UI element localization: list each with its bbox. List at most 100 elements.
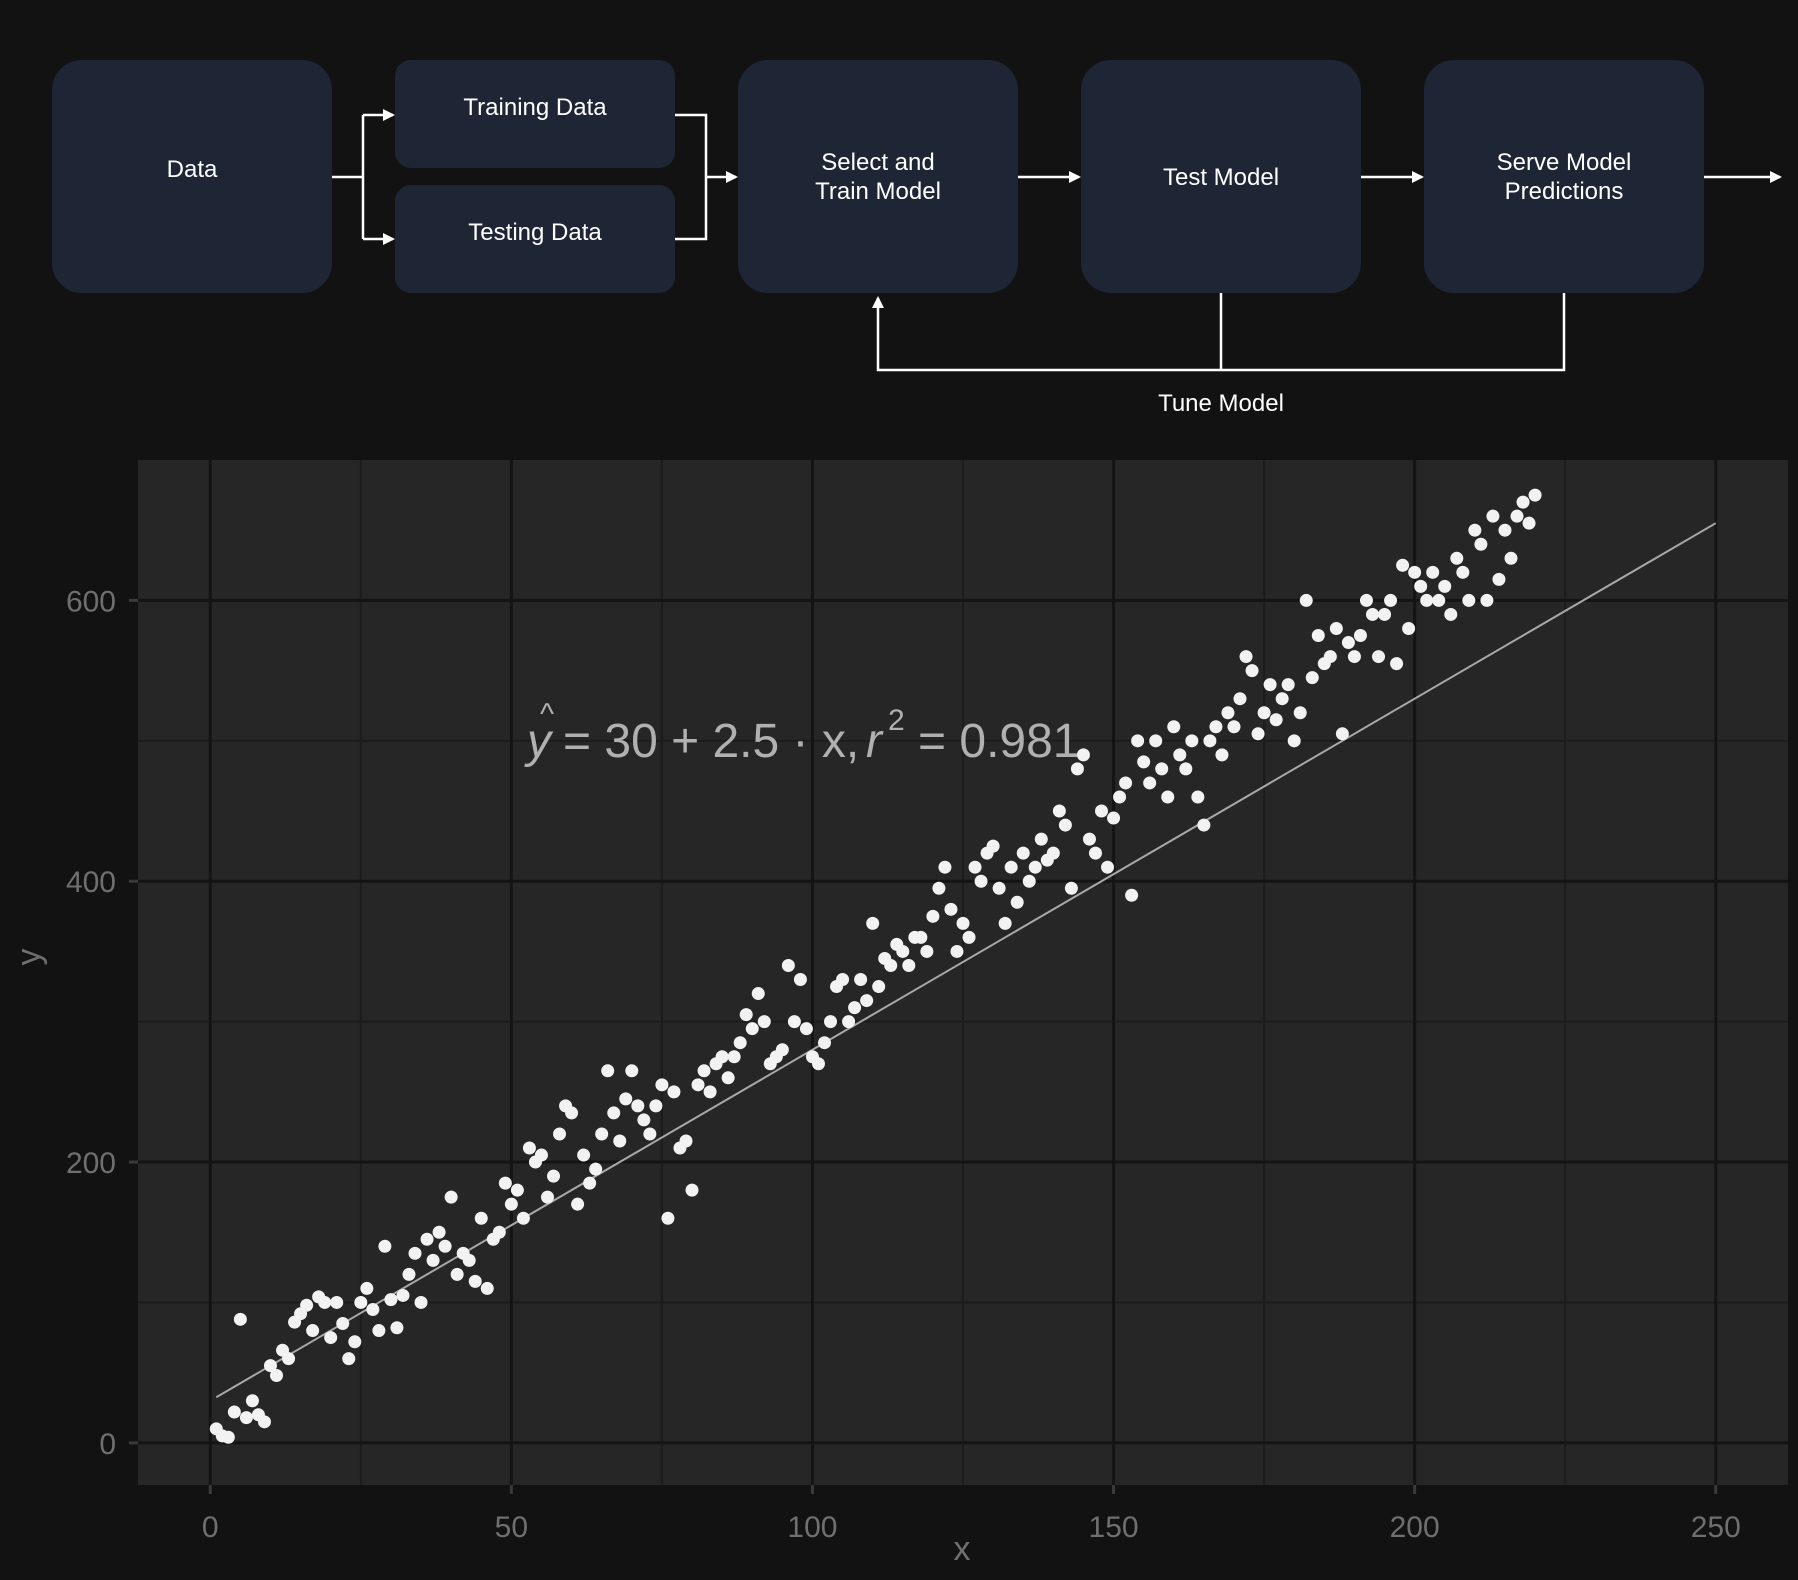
data-point (1311, 629, 1325, 643)
data-point (643, 1127, 657, 1141)
data-point (914, 930, 928, 944)
data-point (547, 1169, 561, 1183)
equation-lhs: = 30 + 2.5 · x, (563, 715, 859, 768)
data-point (613, 1134, 627, 1148)
x-tick-label: 0 (202, 1511, 219, 1544)
data-point (601, 1064, 615, 1078)
data-point (824, 1015, 838, 1029)
data-point (1287, 734, 1301, 748)
data-point (1504, 551, 1518, 565)
x-axis-title: x (954, 1530, 971, 1568)
data-point (1372, 650, 1386, 664)
data-point (239, 1411, 253, 1425)
data-point (1474, 537, 1488, 551)
data-point (1251, 727, 1265, 741)
data-point (318, 1295, 332, 1309)
data-point (324, 1331, 338, 1345)
data-point (245, 1394, 259, 1408)
data-point (992, 881, 1006, 895)
data-point (1516, 495, 1530, 509)
data-point (1028, 860, 1042, 874)
data-point (1227, 720, 1241, 734)
data-point (751, 987, 765, 1001)
data-point (787, 1015, 801, 1029)
data-point (330, 1295, 344, 1309)
data-point (811, 1057, 825, 1071)
data-point (896, 944, 910, 958)
data-points (209, 488, 1542, 1444)
data-point (1456, 565, 1470, 579)
y-tick-label: 600 (66, 585, 116, 618)
data-point (938, 860, 952, 874)
data-point (1022, 874, 1036, 888)
major-gridlines (138, 460, 1788, 1485)
split-connector (332, 115, 365, 239)
data-point (950, 944, 964, 958)
data-point (227, 1405, 241, 1419)
data-point (1359, 593, 1373, 607)
data-point (1396, 558, 1410, 572)
node-testing-data-label: Testing Data (468, 219, 602, 246)
data-point (1414, 579, 1428, 593)
data-point (637, 1113, 651, 1127)
data-point (860, 994, 874, 1008)
node-testing-data: Testing Data (395, 185, 675, 293)
data-point (1438, 579, 1452, 593)
data-point (1305, 671, 1319, 685)
data-point (571, 1197, 585, 1211)
equation-rhs: = 0.981 (918, 715, 1079, 768)
data-point (631, 1099, 645, 1113)
data-point (270, 1368, 284, 1382)
data-point (444, 1190, 458, 1204)
y-tick-label: 200 (66, 1147, 116, 1180)
data-point (1155, 762, 1169, 776)
data-point (715, 1050, 729, 1064)
data-point (926, 909, 940, 923)
x-tick-label: 100 (787, 1511, 837, 1544)
data-point (775, 1043, 789, 1057)
data-point (354, 1295, 368, 1309)
x-axis: 0 50 100 150 200 250 (202, 1485, 1741, 1544)
equation-yhat: y (524, 715, 554, 768)
data-point (1131, 734, 1145, 748)
data-point (619, 1092, 633, 1106)
data-point (836, 973, 850, 987)
node-select-train-label-line1: Select and (821, 149, 934, 176)
data-point (504, 1197, 518, 1211)
data-point (679, 1134, 693, 1148)
data-point (565, 1106, 579, 1120)
data-point (432, 1225, 446, 1239)
data-point (1221, 706, 1235, 720)
data-point (384, 1293, 398, 1307)
data-point (1052, 804, 1066, 818)
data-point (848, 1001, 862, 1015)
data-point (884, 958, 898, 972)
data-point (498, 1176, 512, 1190)
y-axis: 0 200 400 600 (66, 585, 138, 1461)
data-point (817, 1036, 831, 1050)
data-point (667, 1085, 681, 1099)
data-point (420, 1232, 434, 1246)
data-point (1095, 804, 1109, 818)
data-point (1233, 692, 1247, 706)
node-select-train-model: Select and Train Model (738, 60, 1018, 293)
data-point (1390, 657, 1404, 671)
data-point (336, 1317, 350, 1331)
node-serve-model-label-line1: Serve Model (1497, 149, 1632, 176)
data-point (1137, 755, 1151, 769)
data-point (522, 1141, 536, 1155)
data-point (414, 1295, 428, 1309)
data-point (1263, 678, 1277, 692)
data-point (625, 1064, 639, 1078)
data-point (1486, 509, 1500, 523)
data-point (462, 1253, 476, 1267)
data-point (739, 1008, 753, 1022)
data-point (480, 1281, 494, 1295)
data-point (1185, 734, 1199, 748)
data-point (1299, 593, 1313, 607)
data-point (342, 1352, 356, 1366)
x-tick-label: 50 (495, 1511, 528, 1544)
data-point (1149, 734, 1163, 748)
data-point (866, 916, 880, 930)
node-training-data-label: Training Data (463, 94, 607, 121)
